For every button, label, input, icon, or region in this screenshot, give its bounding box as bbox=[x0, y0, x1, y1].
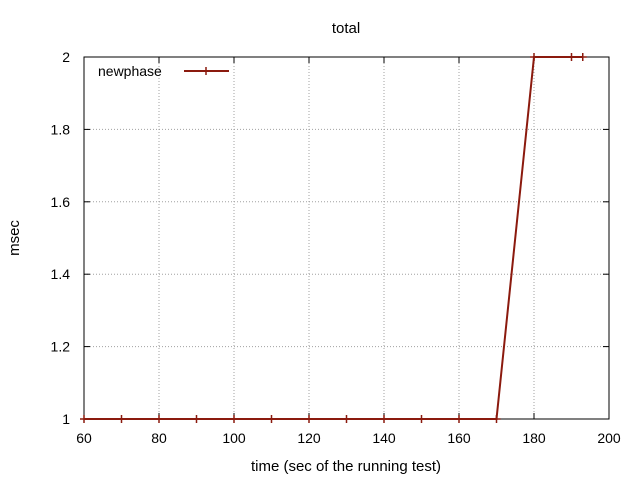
y-tick-label: 1.4 bbox=[51, 266, 71, 282]
x-tick-label: 140 bbox=[372, 430, 396, 446]
x-tick-label: 80 bbox=[151, 430, 167, 446]
data-point bbox=[192, 415, 201, 423]
data-point bbox=[455, 415, 463, 423]
y-tick-label: 1 bbox=[62, 411, 70, 427]
y-axis-label: msec bbox=[6, 220, 23, 256]
x-tick-label: 180 bbox=[522, 430, 546, 446]
grid-layer bbox=[84, 57, 609, 419]
y-tick-label: 1.6 bbox=[51, 194, 71, 210]
x-axis-label: time (sec of the running test) bbox=[251, 458, 441, 475]
data-point bbox=[567, 53, 576, 61]
data-point bbox=[417, 415, 426, 423]
x-tick-label: 120 bbox=[297, 430, 321, 446]
data-point bbox=[80, 415, 88, 423]
data-point bbox=[155, 415, 163, 423]
data-point bbox=[492, 415, 501, 423]
data-point bbox=[305, 415, 313, 423]
data-point bbox=[578, 53, 587, 61]
data-point bbox=[342, 415, 351, 423]
legend: newphase bbox=[98, 63, 229, 79]
y-tick-label: 1.2 bbox=[51, 339, 71, 355]
axes-layer: 60 80 100 120 140 160 180 200 1 1.2 1.4 1.6 1.8 2 bbox=[51, 49, 621, 446]
x-tick-label: 60 bbox=[76, 430, 92, 446]
plot-frame bbox=[83, 56, 610, 420]
data-point bbox=[267, 415, 276, 423]
data-point bbox=[230, 415, 238, 423]
x-tick-label: 100 bbox=[222, 430, 246, 446]
x-tick-label: 160 bbox=[447, 430, 471, 446]
x-tick-label: 200 bbox=[597, 430, 621, 446]
y-tick-label: 1.8 bbox=[51, 121, 71, 137]
data-point bbox=[380, 415, 388, 423]
legend-label: newphase bbox=[98, 63, 162, 79]
chart-title: total bbox=[332, 20, 360, 37]
data-point bbox=[530, 53, 538, 61]
y-tick-label: 2 bbox=[62, 49, 70, 65]
series-layer bbox=[80, 53, 587, 423]
data-point bbox=[117, 415, 126, 423]
